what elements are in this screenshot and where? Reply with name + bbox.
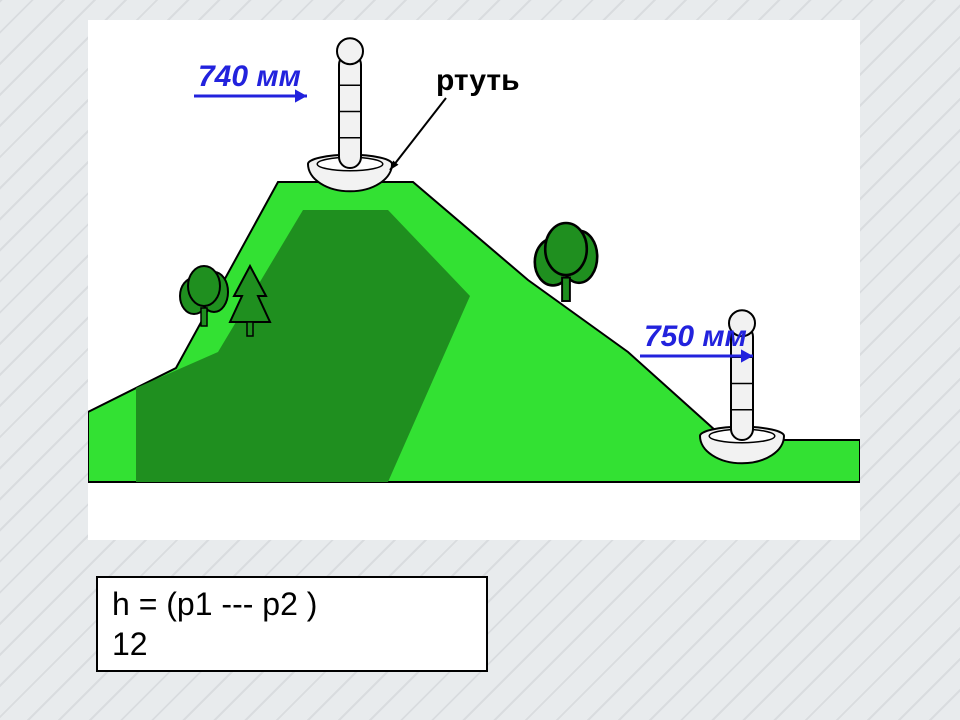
formula-line-1: h = (p1 --- p2 ) xyxy=(112,584,472,624)
illustration-box: 740 мм 750 мм ртуть xyxy=(88,20,860,540)
deciduous-tree xyxy=(535,223,597,301)
formula-box: h = (p1 --- p2 ) 12 xyxy=(96,576,488,672)
stage: 740 мм 750 мм ртуть h = (p1 --- p2 ) 12 xyxy=(0,0,960,720)
bottom-reading-label: 750 мм xyxy=(644,320,747,353)
top-reading-label: 740 мм xyxy=(198,60,301,93)
mercury-label: ртуть xyxy=(436,64,520,97)
pointer-line xyxy=(390,98,446,170)
barometer-top xyxy=(308,38,392,191)
illustration-svg: 740 мм 750 мм ртуть xyxy=(88,20,860,540)
formula-line-2: 12 xyxy=(112,624,472,664)
